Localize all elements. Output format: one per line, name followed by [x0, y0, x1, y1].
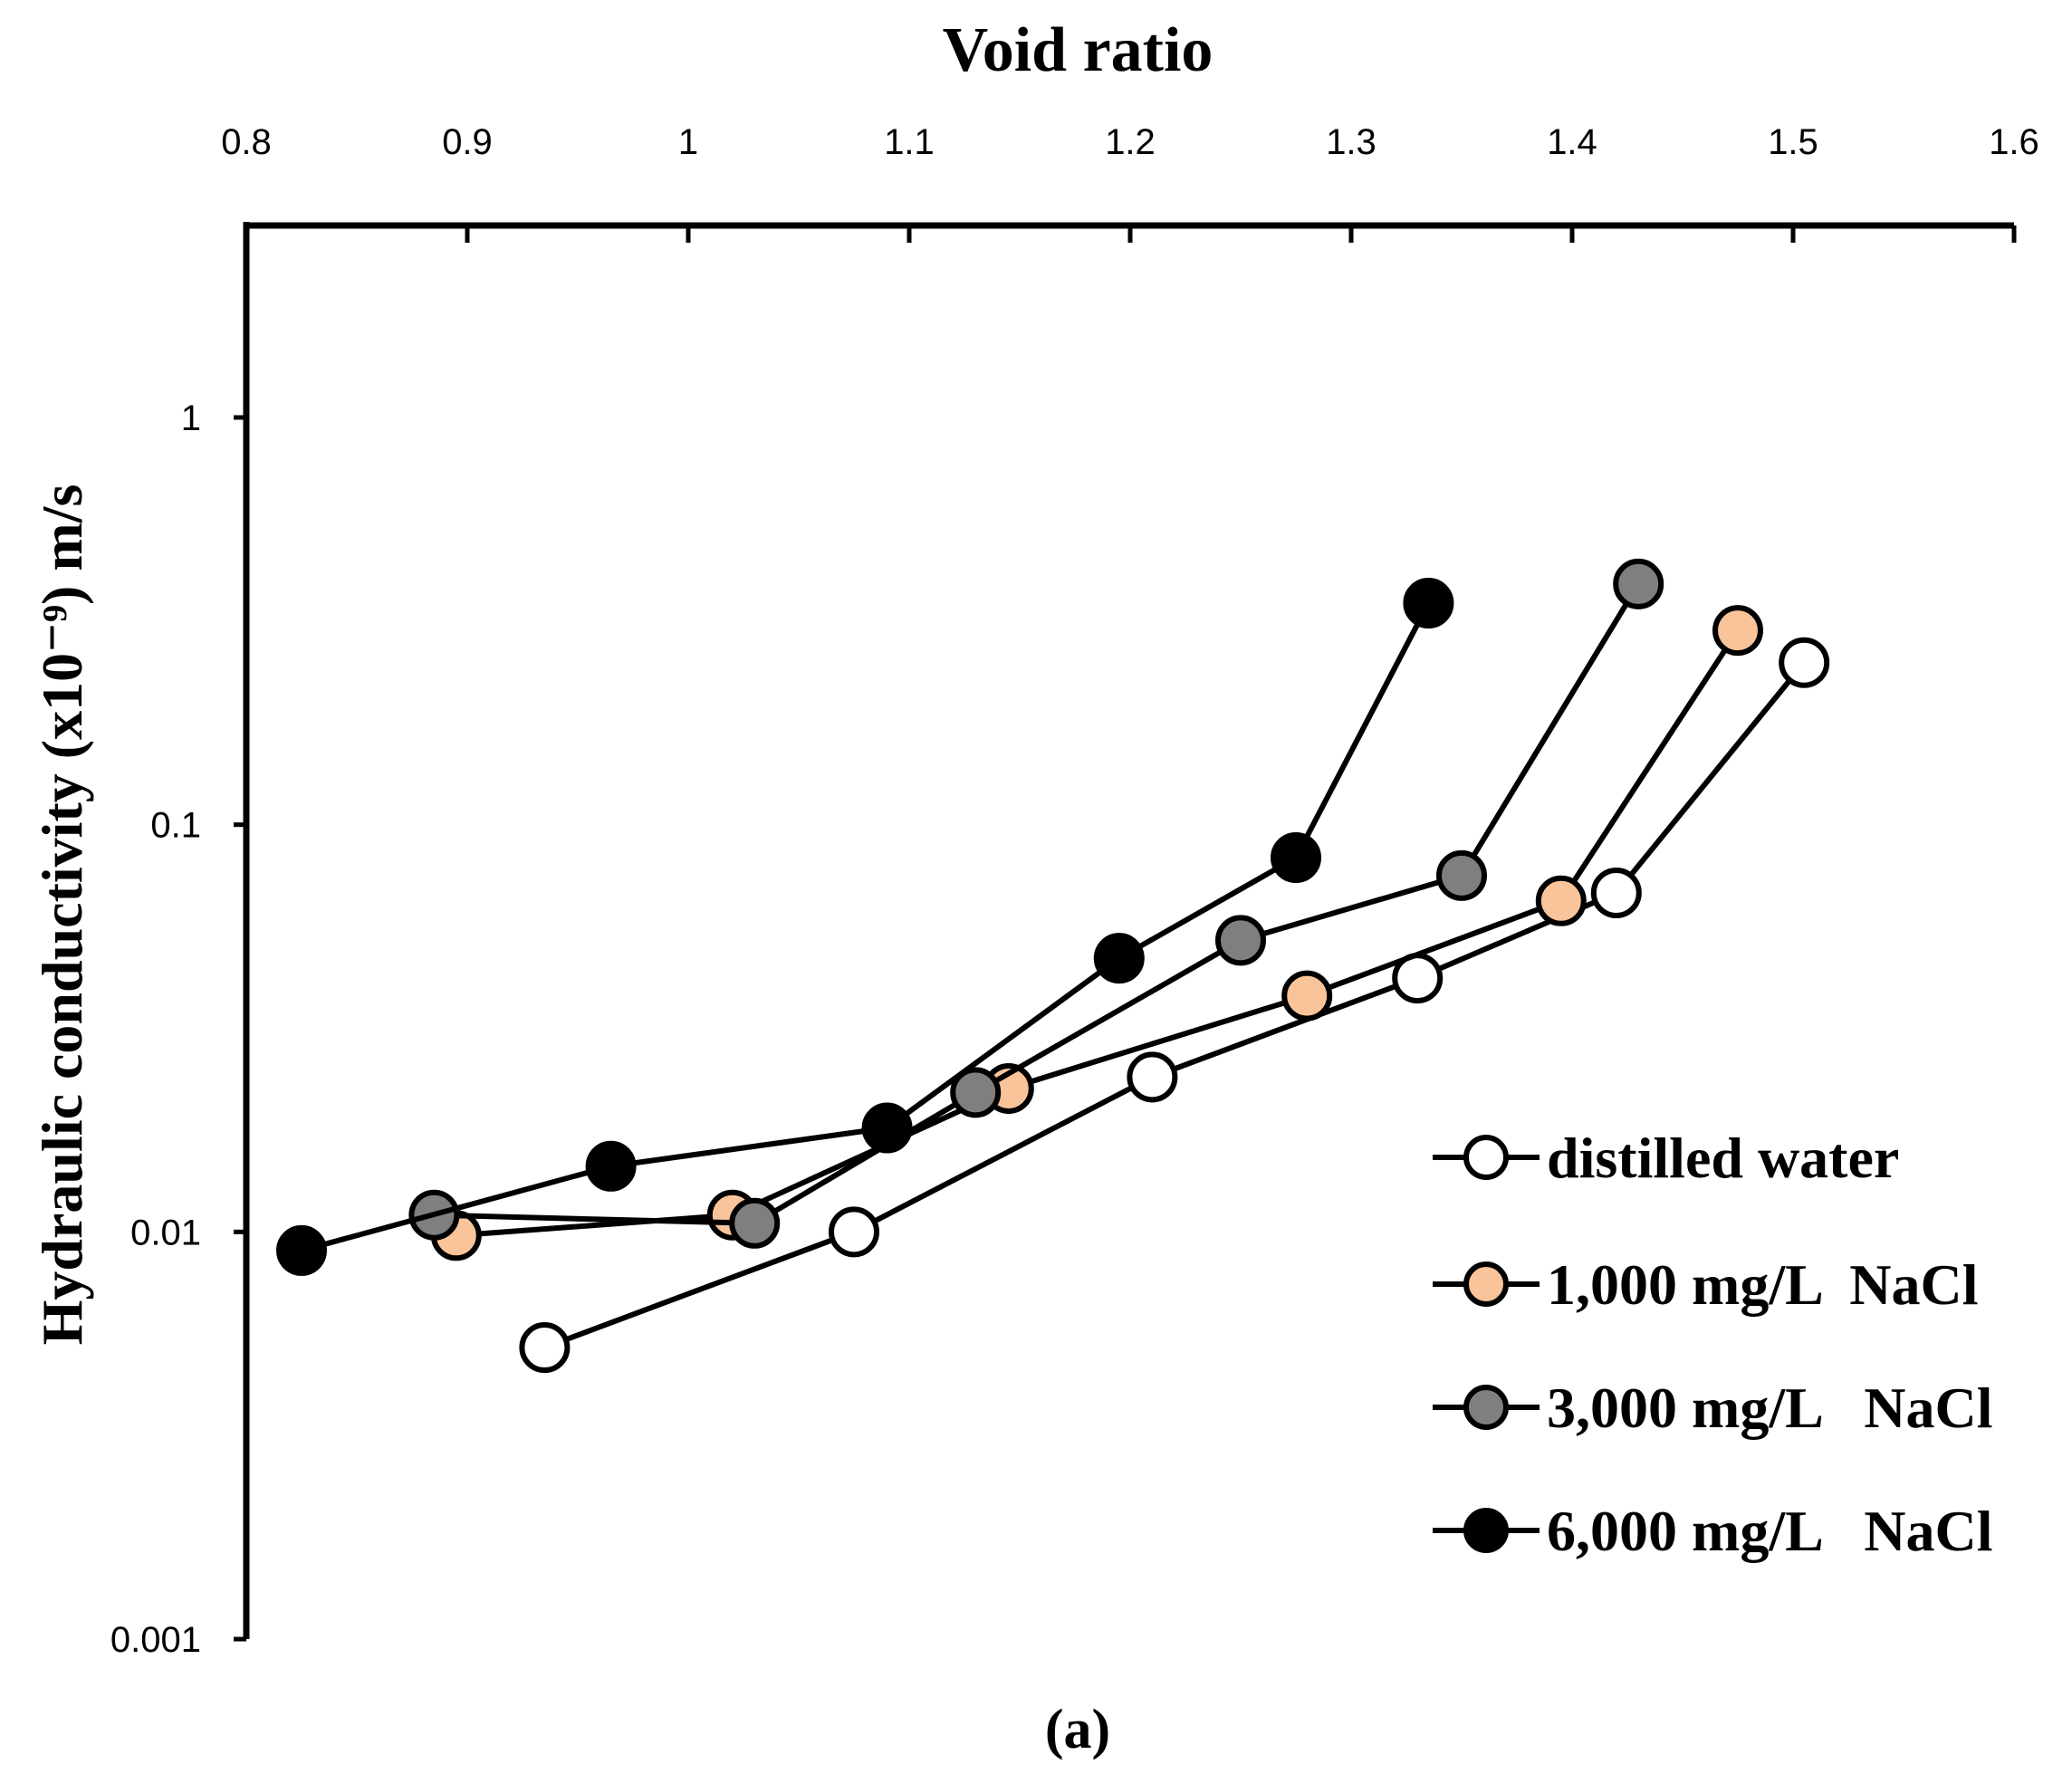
legend-label: distilled water	[1547, 1126, 1899, 1190]
data-point	[1779, 637, 1830, 688]
x-tick-label: 1.1	[884, 122, 935, 162]
series-4	[276, 578, 1454, 1276]
x-tick-label: 0.9	[442, 122, 493, 162]
y-tick-label: 0.001	[110, 1620, 201, 1660]
y-ticks: 0.001 0.01 0.1 1	[110, 398, 246, 1660]
legend: distilled water 1,000 mg/L NaCl 3,000 mg/L…	[1433, 1126, 1992, 1563]
legend-label: 6,000 mg/L NaCl	[1547, 1499, 1992, 1563]
data-point	[1281, 970, 1333, 1022]
series-line	[543, 660, 1807, 1350]
legend-marker	[1463, 1385, 1509, 1430]
legend-item: 6,000 mg/L NaCl	[1433, 1499, 1992, 1563]
data-point	[861, 1102, 913, 1154]
y-tick-label: 0.1	[150, 806, 201, 846]
legend-item: 3,000 mg/L NaCl	[1433, 1376, 1992, 1440]
data-point	[1093, 933, 1145, 984]
legend-marker	[1463, 1508, 1509, 1553]
data-point	[585, 1140, 637, 1192]
x-tick-label: 1	[678, 122, 698, 162]
data-point	[829, 1206, 879, 1258]
data-point	[1436, 849, 1487, 901]
y-tick-label: 0.01	[130, 1213, 201, 1252]
figure-caption: (a)	[1045, 1699, 1110, 1760]
y-axis-title: Hydraulic conductivity (x10⁻⁹) m/s	[30, 484, 94, 1346]
y-tick-label: 1	[181, 398, 201, 438]
data-point	[1403, 578, 1454, 629]
data-point	[1535, 875, 1587, 926]
data-point	[276, 1224, 327, 1276]
series-3	[408, 558, 1664, 1249]
legend-marker	[1463, 1135, 1509, 1180]
legend-label: 3,000 mg/L NaCl	[1547, 1376, 1992, 1440]
legend-item: distilled water	[1433, 1126, 1899, 1190]
x-tick-label: 1.2	[1105, 122, 1156, 162]
data-point	[950, 1067, 1002, 1118]
data-point	[519, 1322, 571, 1374]
x-tick-label: 0.8	[221, 122, 272, 162]
series-line	[434, 582, 1641, 1226]
series-1	[519, 637, 1830, 1374]
x-tick-label: 1.5	[1768, 122, 1818, 162]
legend-label: 1,000 mg/L NaCl	[1547, 1252, 1978, 1317]
data-point	[1127, 1051, 1178, 1103]
data-point	[1613, 558, 1664, 609]
x-tick-label: 1.3	[1326, 122, 1377, 162]
legend-item: 1,000 mg/L NaCl	[1433, 1252, 1978, 1317]
series-line	[456, 628, 1741, 1239]
x-axis-title: Void ratio	[943, 15, 1213, 85]
legend-marker	[1463, 1261, 1509, 1307]
series-layer	[276, 558, 1830, 1374]
x-tick-label: 1.6	[1989, 122, 2039, 162]
x-tick-label: 1.4	[1547, 122, 1597, 162]
data-point	[1215, 915, 1266, 966]
series-line	[301, 601, 1432, 1253]
data-point	[1712, 605, 1763, 657]
data-point	[1590, 867, 1642, 918]
data-point	[1271, 832, 1321, 884]
x-ticks: 0.8 0.9 1 1.1 1.2 1.3 1.4 1.5 1.6	[221, 122, 2039, 243]
data-point	[729, 1197, 781, 1249]
